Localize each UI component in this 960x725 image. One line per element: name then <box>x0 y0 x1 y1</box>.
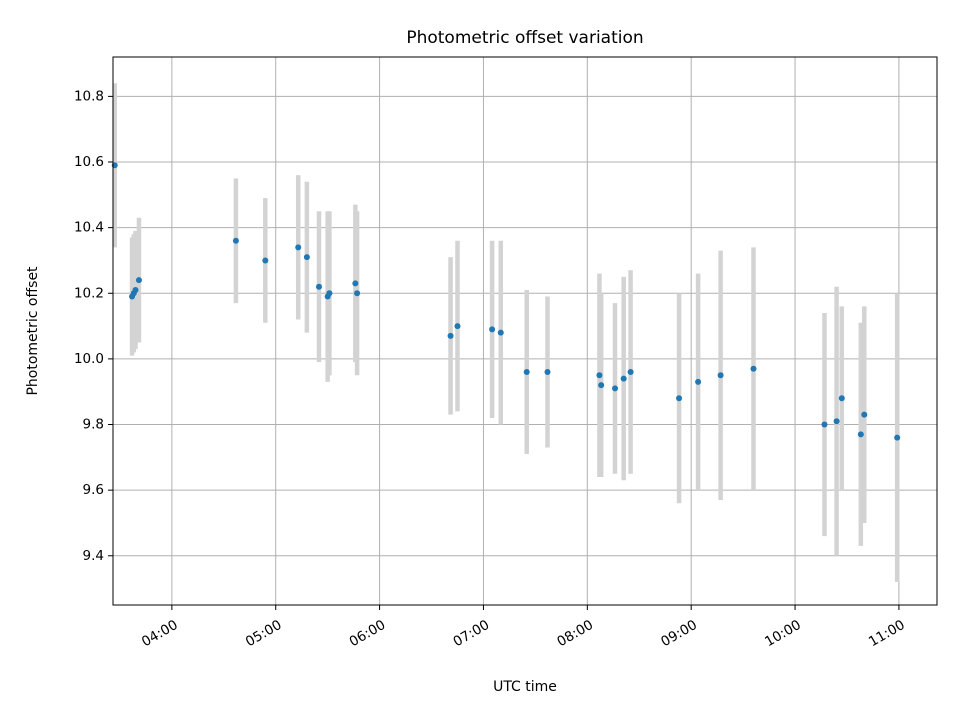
chart-title: Photometric offset variation <box>406 28 643 48</box>
data-point <box>857 431 864 438</box>
data-point <box>135 277 142 284</box>
data-point <box>596 372 603 379</box>
data-point <box>454 323 461 330</box>
y-axis-ticks: 9.4 9.6 9.8 10.0 10.2 10.4 10.6 10.8 <box>74 88 113 564</box>
data-point <box>262 257 269 264</box>
y-tick-label: 9.4 <box>83 548 104 564</box>
y-tick-label: 9.8 <box>83 417 104 433</box>
data-point <box>676 395 683 402</box>
data-point <box>695 378 702 385</box>
data-point <box>627 369 634 376</box>
data-point <box>612 385 619 392</box>
data-point <box>489 326 496 333</box>
data-point <box>132 286 139 293</box>
data-point <box>497 329 504 336</box>
y-tick-label: 10.2 <box>74 285 104 301</box>
data-point <box>750 365 757 372</box>
data-point <box>821 421 828 428</box>
y-tick-label: 10.4 <box>74 220 104 236</box>
data-point <box>232 237 239 244</box>
y-tick-label: 9.6 <box>83 482 104 498</box>
y-tick-label: 10.0 <box>74 351 104 367</box>
data-points <box>111 162 901 441</box>
data-point <box>894 434 901 441</box>
data-point <box>598 382 605 389</box>
data-point <box>352 280 359 287</box>
y-axis-label: Photometric offset <box>25 266 41 396</box>
x-axis-label: UTC time <box>493 679 557 695</box>
data-point <box>833 418 840 425</box>
y-tick-label: 10.6 <box>74 154 104 170</box>
data-point <box>303 254 310 261</box>
data-point <box>354 290 361 297</box>
data-point <box>544 369 551 376</box>
data-point <box>316 283 322 290</box>
data-point <box>861 411 868 418</box>
data-point <box>523 369 530 376</box>
data-point <box>295 244 302 251</box>
data-point <box>717 372 724 379</box>
data-point <box>447 332 454 339</box>
y-tick-label: 10.8 <box>74 88 104 104</box>
data-point <box>838 395 845 402</box>
data-point <box>620 375 627 382</box>
data-point <box>326 290 333 297</box>
plot-frame <box>112 56 938 606</box>
